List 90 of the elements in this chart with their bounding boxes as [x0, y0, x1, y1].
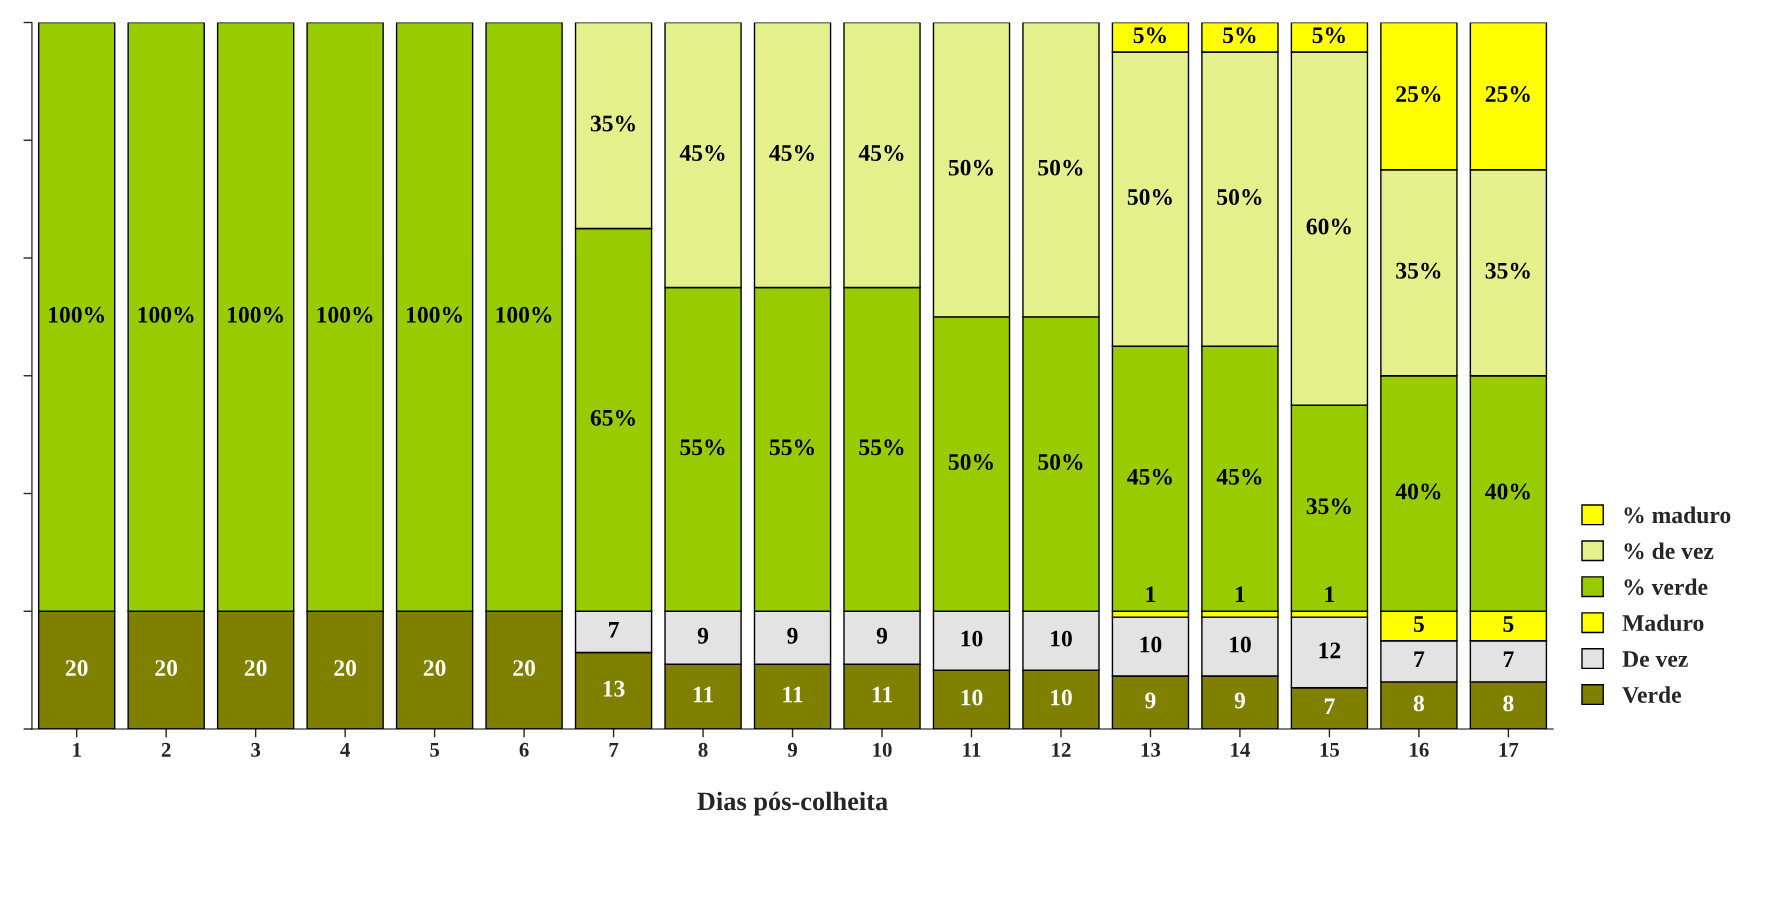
- data-label: 100%: [406, 306, 462, 323]
- data-label: 10: [961, 689, 983, 706]
- data-label: 7: [1503, 651, 1514, 667]
- x-tick-label: 2: [161, 742, 171, 757]
- data-label: 45%: [679, 144, 725, 161]
- data-label: 35%: [590, 115, 635, 132]
- x-tick-label: 17: [1499, 742, 1519, 757]
- data-label: 1: [1235, 586, 1245, 603]
- data-label: 5%: [1133, 27, 1166, 44]
- x-tick-label: 4: [340, 742, 350, 757]
- data-label: 20: [513, 660, 535, 677]
- data-label: 55%: [769, 439, 814, 456]
- data-label: 55%: [680, 439, 725, 456]
- data-label: 9: [1234, 692, 1245, 709]
- data-label: 40%: [1395, 483, 1441, 500]
- data-label: 40%: [1485, 483, 1530, 500]
- data-label: 100%: [49, 306, 104, 323]
- legend-label: Maduro: [1622, 614, 1704, 632]
- x-tick-label: 7: [609, 743, 619, 757]
- data-label: 8: [1503, 695, 1514, 712]
- data-label: 45%: [769, 144, 814, 161]
- data-label: 100%: [496, 306, 552, 323]
- x-tick-label: 15: [1320, 742, 1340, 757]
- data-label: 5%: [1223, 27, 1256, 44]
- data-label: 8: [1413, 695, 1425, 712]
- data-label: 10: [1051, 630, 1072, 647]
- data-label: 60%: [1306, 218, 1351, 235]
- data-label: 9: [787, 627, 798, 644]
- x-tick-label: 6: [519, 742, 529, 757]
- legend-label: % maduro: [1624, 506, 1731, 524]
- data-label: 11: [783, 686, 803, 703]
- data-label: 12: [1319, 642, 1341, 659]
- data-label: 7: [1324, 698, 1335, 715]
- x-tick-label: 14: [1231, 742, 1250, 757]
- x-tick-label: 13: [1141, 742, 1161, 757]
- legend-label: De vez: [1622, 651, 1688, 667]
- data-label: 20: [65, 660, 88, 677]
- data-label: 7: [609, 622, 619, 638]
- x-tick-label: 10: [873, 742, 892, 757]
- x-tick-label: 11: [963, 742, 981, 757]
- data-label: 20: [423, 660, 446, 677]
- data-label: 10: [1230, 636, 1251, 653]
- x-tick-label: 12: [1052, 742, 1071, 757]
- data-label: 50%: [1038, 454, 1083, 471]
- data-label: 100%: [317, 306, 373, 323]
- data-label: 25%: [1396, 86, 1441, 103]
- data-label: 20: [334, 660, 357, 677]
- x-axis-title: Dias pós-colheita: [697, 791, 888, 816]
- data-label: 1: [1325, 586, 1335, 603]
- data-label: 50%: [948, 159, 993, 176]
- data-label: 1: [1146, 586, 1156, 603]
- data-label: 65%: [590, 409, 635, 426]
- x-tick-label: 9: [787, 742, 797, 757]
- data-label: 13: [603, 680, 625, 697]
- legend-label: % de vez: [1624, 542, 1714, 560]
- data-label: 5: [1413, 616, 1424, 632]
- data-label: 20: [155, 660, 178, 677]
- x-tick-label: 8: [698, 742, 708, 757]
- legend-label: % verde: [1624, 578, 1708, 596]
- data-label: 9: [876, 627, 888, 644]
- data-label: 11: [693, 686, 713, 703]
- data-label: 35%: [1485, 262, 1530, 279]
- data-label: 55%: [859, 439, 904, 456]
- data-label: 45%: [1127, 468, 1172, 485]
- data-label: 5: [1503, 616, 1514, 632]
- data-label: 10: [1051, 689, 1072, 706]
- x-tick-label: 5: [430, 743, 440, 757]
- data-label: 25%: [1485, 86, 1530, 103]
- data-label: 100%: [138, 306, 194, 323]
- data-label: 45%: [858, 144, 904, 161]
- data-label: 35%: [1306, 498, 1351, 515]
- data-label: 100%: [228, 306, 283, 323]
- data-label: 10: [961, 630, 983, 647]
- data-label: 50%: [1127, 189, 1172, 206]
- data-label: 10: [1140, 636, 1162, 653]
- data-label: 50%: [948, 454, 993, 471]
- data-label: 9: [697, 627, 709, 644]
- x-tick-label: 3: [251, 742, 261, 757]
- data-label: 50%: [1217, 189, 1262, 206]
- data-label: 7: [1414, 651, 1425, 667]
- data-label: 45%: [1216, 468, 1262, 485]
- x-tick-label: 1: [73, 742, 81, 757]
- data-label: 11: [872, 686, 892, 703]
- data-label: 50%: [1038, 159, 1083, 176]
- legend-label: Verde: [1622, 686, 1681, 704]
- data-label: 9: [1145, 692, 1156, 709]
- data-label: 5%: [1312, 27, 1345, 44]
- data-label: 20: [244, 660, 267, 677]
- data-label: 35%: [1396, 262, 1441, 279]
- x-tick-label: 16: [1410, 742, 1429, 757]
